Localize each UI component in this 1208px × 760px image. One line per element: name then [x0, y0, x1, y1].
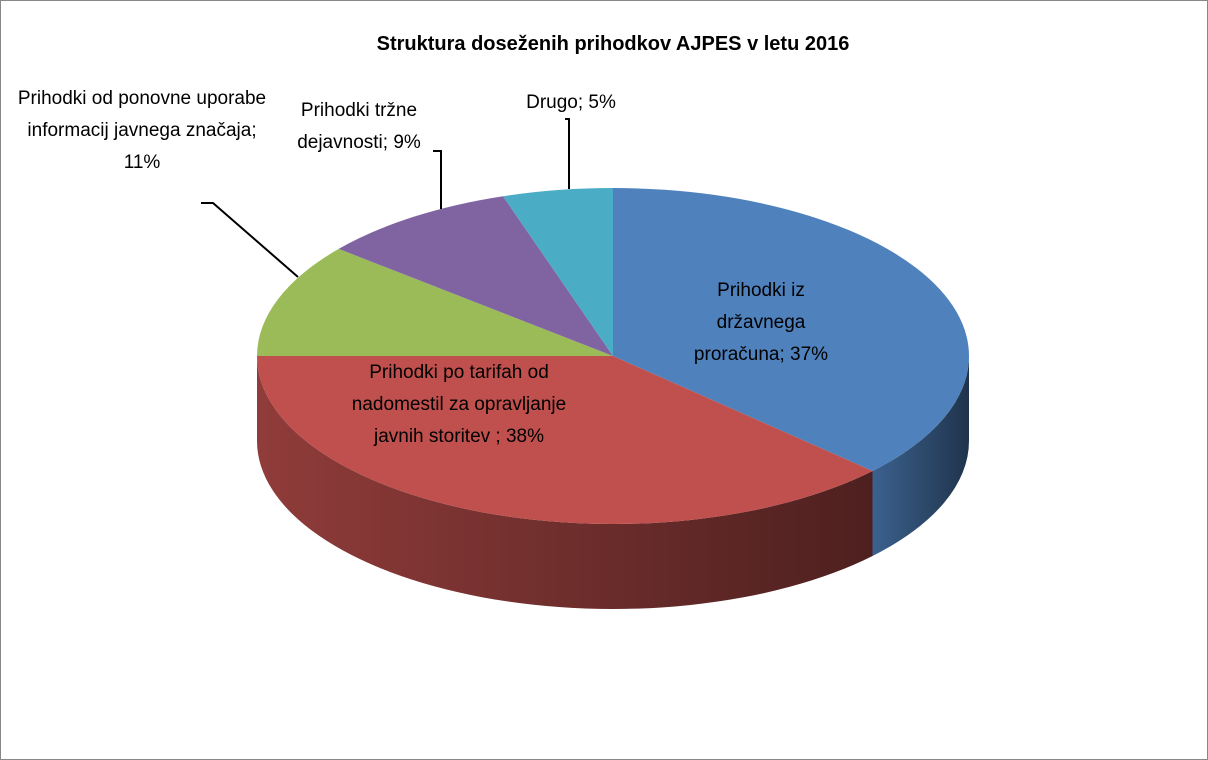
category-label: Prihodki po tarifah od nadomestil za opr…	[351, 362, 567, 447]
value-label: ; 9%	[382, 132, 421, 153]
category-label: Prihodki iz državnega proračuna	[693, 280, 806, 365]
leader-line	[565, 118, 570, 189]
slice	[257, 356, 873, 524]
data-label: Prihodki iz državnega proračuna; 37%	[673, 275, 849, 371]
slice	[502, 188, 613, 356]
slice	[613, 188, 970, 472]
data-label: Prihodki od ponovne uporabe informacij j…	[11, 83, 273, 179]
slice-side	[257, 356, 873, 609]
leader-line	[433, 150, 442, 209]
value-label: ; 37%	[779, 344, 829, 365]
slice-side	[872, 356, 969, 557]
chart-title: Struktura doseženih prihodkov AJPES v le…	[376, 33, 850, 55]
leader-line	[201, 202, 299, 278]
data-label: Drugo; 5%	[501, 87, 641, 119]
data-label: Prihodki tržne dejavnosti; 9%	[271, 95, 447, 159]
slice	[257, 248, 613, 356]
category-label: Drugo	[526, 92, 578, 113]
category-label: Prihodki tržne dejavnosti	[297, 100, 418, 153]
data-label: Prihodki po tarifah od nadomestil za opr…	[344, 357, 574, 453]
value-label: ; 11%	[123, 120, 257, 173]
value-label: ; 5%	[577, 92, 616, 113]
slice-tops	[257, 188, 970, 524]
category-label: Prihodki od ponovne uporabe informacij j…	[17, 88, 267, 141]
leader-lines	[201, 118, 570, 278]
slice	[338, 196, 613, 356]
value-label: ; 38%	[490, 426, 545, 447]
slice-sides	[257, 356, 969, 609]
